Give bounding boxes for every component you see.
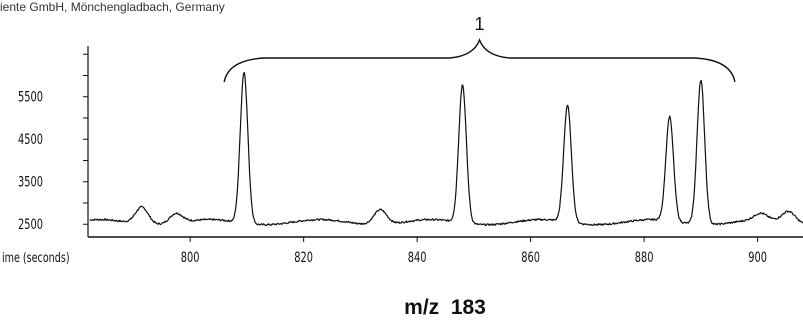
x-tick-label: 860 (521, 249, 540, 266)
bracket-path (223, 38, 736, 83)
x-axis-label: ime (seconds) (2, 250, 70, 265)
y-ticks: 2500 3500 4500 5500 (18, 88, 43, 232)
y-tick-label: 4500 (18, 131, 43, 148)
chromatogram-trace (89, 71, 803, 227)
x-tick-label: 880 (635, 249, 654, 266)
mz-caption: m/z 183 (404, 296, 486, 319)
axes (87, 46, 803, 238)
x-tick-label: 820 (294, 249, 313, 266)
peak-group-bracket: 1 (223, 14, 736, 83)
y-tick-label: 3500 (18, 173, 43, 190)
x-tick-label: 840 (408, 249, 427, 266)
header-text: iente GmbH, Mönchengladbach, Germany (0, 0, 225, 14)
bracket-label: 1 (475, 14, 485, 34)
y-tick-label: 5500 (18, 88, 43, 105)
y-minor-ticks (83, 53, 88, 225)
x-ticks: 800 820 840 860 880 900 (181, 237, 767, 265)
x-tick-label: 900 (748, 249, 767, 266)
x-tick-label: 800 (181, 249, 200, 266)
y-tick-label: 2500 (18, 216, 43, 233)
